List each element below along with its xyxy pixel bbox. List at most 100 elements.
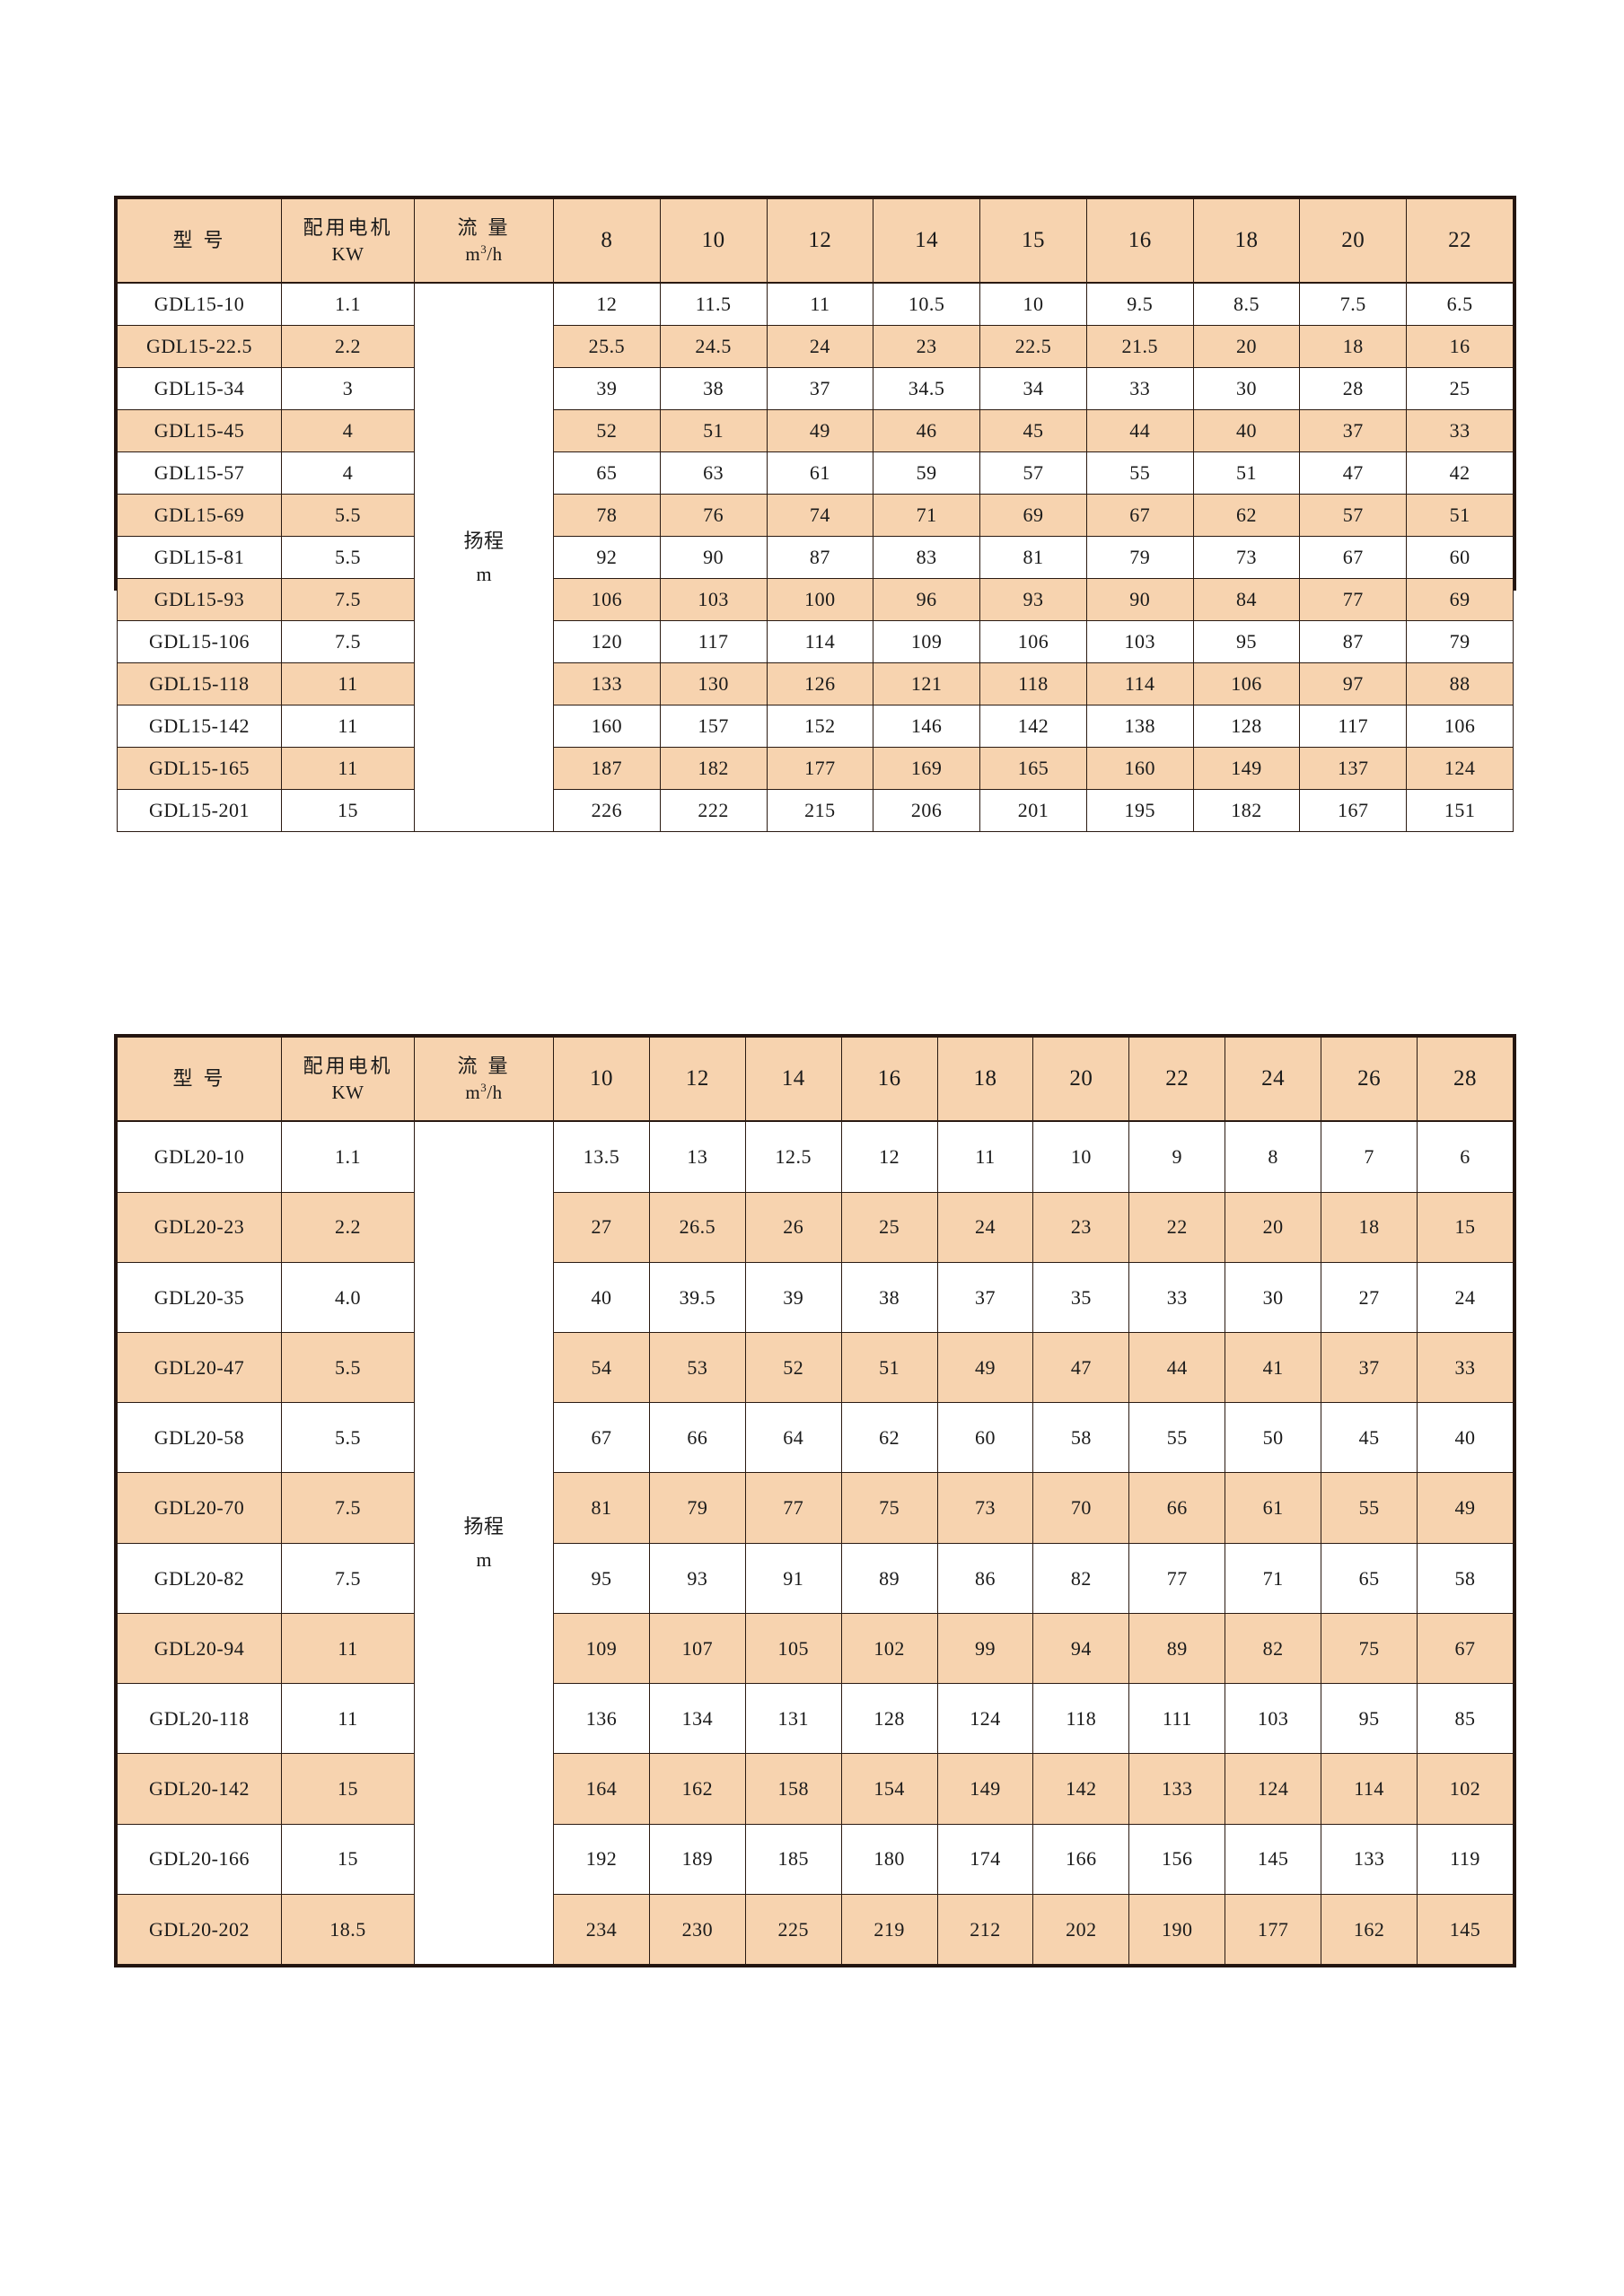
cell-model: GDL20-70 xyxy=(117,1472,282,1544)
cell-motor-power: 11 xyxy=(281,662,415,705)
cell-head-value: 160 xyxy=(553,705,661,748)
cell-head-value: 7 xyxy=(1321,1120,1418,1193)
table-row: GDL15-57 4 65 63 61 59 57 55 51 47 42 xyxy=(117,451,1514,495)
cell-motor-power: 7.5 xyxy=(281,1472,415,1544)
cell-head-value: 96 xyxy=(873,578,981,621)
cell-model: GDL20-10 xyxy=(117,1120,282,1193)
cell-head-value: 81 xyxy=(979,536,1087,579)
cell-head-value: 12 xyxy=(553,282,661,326)
cell-head-value: 107 xyxy=(648,1612,746,1685)
cell-head-value: 27 xyxy=(553,1191,650,1263)
cell-head-value: 130 xyxy=(659,662,768,705)
cell-head-value: 15 xyxy=(1417,1191,1514,1263)
cell-head-value: 225 xyxy=(744,1893,842,1966)
cell-head-value: 54 xyxy=(553,1331,650,1404)
header-flow-col-10: 10 xyxy=(553,1037,650,1122)
cell-head-value: 226 xyxy=(553,789,661,832)
table-row: GDL15-142 11 160 157 152 146 142 138 128 117 106 xyxy=(117,705,1514,748)
header-flow-col-12: 12 xyxy=(648,1037,746,1122)
cell-head-value: 20 xyxy=(1225,1191,1322,1263)
cell-model: GDL15-69 xyxy=(117,494,282,537)
cell-head-value: 136 xyxy=(553,1683,650,1755)
cell-head-label: 扬程 m xyxy=(414,1120,554,1965)
cell-head-value: 57 xyxy=(979,451,1087,495)
header-flow-col-22: 22 xyxy=(1406,198,1514,284)
cell-motor-power: 11 xyxy=(281,747,415,790)
cell-head-value: 142 xyxy=(979,705,1087,748)
cell-head-value: 120 xyxy=(553,620,661,663)
cell-head-value: 37 xyxy=(936,1261,1034,1333)
table-row: GDL20-142 15 164 162 158 154 149 142 133 124 114 10… xyxy=(117,1753,1514,1825)
header-flow-col-16: 16 xyxy=(840,1037,938,1122)
cell-head-value: 95 xyxy=(1192,620,1301,663)
spec-table-gdl15: 型 号配用电机 KW 流 量 m3/h 8 10 12 14 15 16 18 20 22 GDL15-… xyxy=(114,196,1516,832)
cell-head-value: 22 xyxy=(1128,1191,1226,1263)
cell-head-value: 58 xyxy=(1032,1402,1130,1474)
cell-head-value: 100 xyxy=(766,578,874,621)
cell-head-value: 58 xyxy=(1417,1542,1514,1614)
cell-model: GDL15-10 xyxy=(117,282,282,326)
header-flow-rate: 流 量 m3/h xyxy=(414,198,554,284)
cell-head-value: 61 xyxy=(1225,1472,1322,1544)
cell-head-value: 151 xyxy=(1406,789,1514,832)
cell-head-value: 12 xyxy=(840,1120,938,1193)
cell-motor-power: 4.0 xyxy=(281,1261,415,1333)
table-row: GDL20-35 4.0 40 39.5 39 38 37 35 33 30 27 24 xyxy=(117,1261,1514,1333)
cell-motor-power: 7.5 xyxy=(281,578,415,621)
cell-head-value: 10 xyxy=(1032,1120,1130,1193)
cell-head-value: 21.5 xyxy=(1085,325,1194,368)
cell-model: GDL20-23 xyxy=(117,1191,282,1263)
cell-head-value: 162 xyxy=(648,1753,746,1825)
header-flow-rate: 流 量 m3/h xyxy=(414,1037,554,1122)
cell-model: GDL15-22.5 xyxy=(117,325,282,368)
cell-head-value: 33 xyxy=(1417,1331,1514,1404)
cell-head-value: 109 xyxy=(873,620,981,663)
cell-head-value: 202 xyxy=(1032,1893,1130,1966)
cell-head-value: 91 xyxy=(744,1542,842,1614)
table-row: GDL15-201 15 226 222 215 206 201 195 182 167 151 xyxy=(117,789,1514,832)
cell-head-value: 39 xyxy=(744,1261,842,1333)
cell-head-value: 67 xyxy=(1417,1612,1514,1685)
cell-head-value: 124 xyxy=(1406,747,1514,790)
cell-head-value: 33 xyxy=(1085,367,1194,410)
cell-head-value: 38 xyxy=(659,367,768,410)
cell-head-value: 23 xyxy=(873,325,981,368)
header-flow-col-24: 24 xyxy=(1225,1037,1322,1122)
cell-head-value: 39 xyxy=(553,367,661,410)
cell-head-value: 22.5 xyxy=(979,325,1087,368)
cell-head-value: 114 xyxy=(1321,1753,1418,1825)
table-row: GDL20-10 1.1 扬程 m 13.5 13 12.5 12 11 10 9 8 7 6 xyxy=(117,1120,1514,1965)
cell-model: GDL15-118 xyxy=(117,662,282,705)
cell-head-value: 106 xyxy=(553,578,661,621)
cell-head-value: 26 xyxy=(744,1191,842,1263)
table-body-gdl20: GDL20-10 1.1 扬程 m 13.5 13 12.5 12 11 10 9 8 7 6 GDL20-… xyxy=(117,1120,1514,1966)
cell-head-value: 34.5 xyxy=(873,367,981,410)
cell-head-value: 65 xyxy=(1321,1542,1418,1614)
cell-head-value: 66 xyxy=(648,1402,746,1474)
cell-head-value: 87 xyxy=(1299,620,1408,663)
cell-head-value: 44 xyxy=(1128,1331,1226,1404)
cell-model: GDL20-202 xyxy=(117,1893,282,1966)
cell-head-value: 79 xyxy=(1406,620,1514,663)
cell-head-value: 69 xyxy=(979,494,1087,537)
cell-head-value: 146 xyxy=(873,705,981,748)
cell-head-value: 71 xyxy=(1225,1542,1322,1614)
spec-table-gdl20: 型 号配用电机 KW 流 量 m3/h 10 12 14 16 18 20 22 24 26 28 GDL… xyxy=(114,1034,1516,1967)
cell-head-value: 133 xyxy=(1128,1753,1226,1825)
cell-head-value: 62 xyxy=(840,1402,938,1474)
cell-head-value: 40 xyxy=(1417,1402,1514,1474)
cell-head-value: 24 xyxy=(766,325,874,368)
cell-model: GDL15-93 xyxy=(117,578,282,621)
cell-head-value: 190 xyxy=(1128,1893,1226,1966)
cell-head-value: 174 xyxy=(936,1823,1034,1895)
cell-motor-power: 4 xyxy=(281,409,415,452)
cell-head-value: 25.5 xyxy=(553,325,661,368)
cell-head-value: 177 xyxy=(766,747,874,790)
cell-head-value: 45 xyxy=(1321,1402,1418,1474)
cell-head-value: 12.5 xyxy=(744,1120,842,1193)
cell-head-value: 44 xyxy=(1085,409,1194,452)
cell-head-value: 177 xyxy=(1225,1893,1322,1966)
cell-head-value: 145 xyxy=(1225,1823,1322,1895)
cell-head-value: 138 xyxy=(1085,705,1194,748)
cell-head-value: 16 xyxy=(1406,325,1514,368)
